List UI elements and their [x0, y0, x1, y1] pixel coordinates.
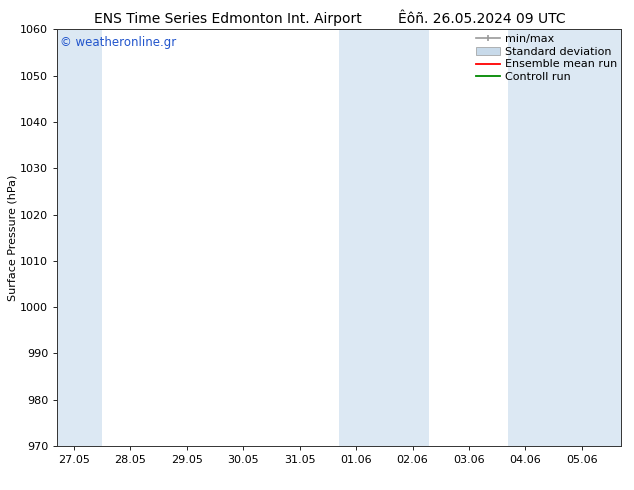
- Text: ENS Time Series Edmonton Int. Airport: ENS Time Series Edmonton Int. Airport: [94, 12, 362, 26]
- Text: Êôñ. 26.05.2024 09 UTC: Êôñ. 26.05.2024 09 UTC: [398, 12, 566, 26]
- Y-axis label: Surface Pressure (hPa): Surface Pressure (hPa): [7, 174, 17, 301]
- Bar: [57, 29, 102, 446]
- Bar: [339, 29, 429, 446]
- Text: © weatheronline.gr: © weatheronline.gr: [60, 36, 176, 49]
- Bar: [508, 29, 621, 446]
- Legend: min/max, Standard deviation, Ensemble mean run, Controll run: min/max, Standard deviation, Ensemble me…: [474, 32, 619, 84]
